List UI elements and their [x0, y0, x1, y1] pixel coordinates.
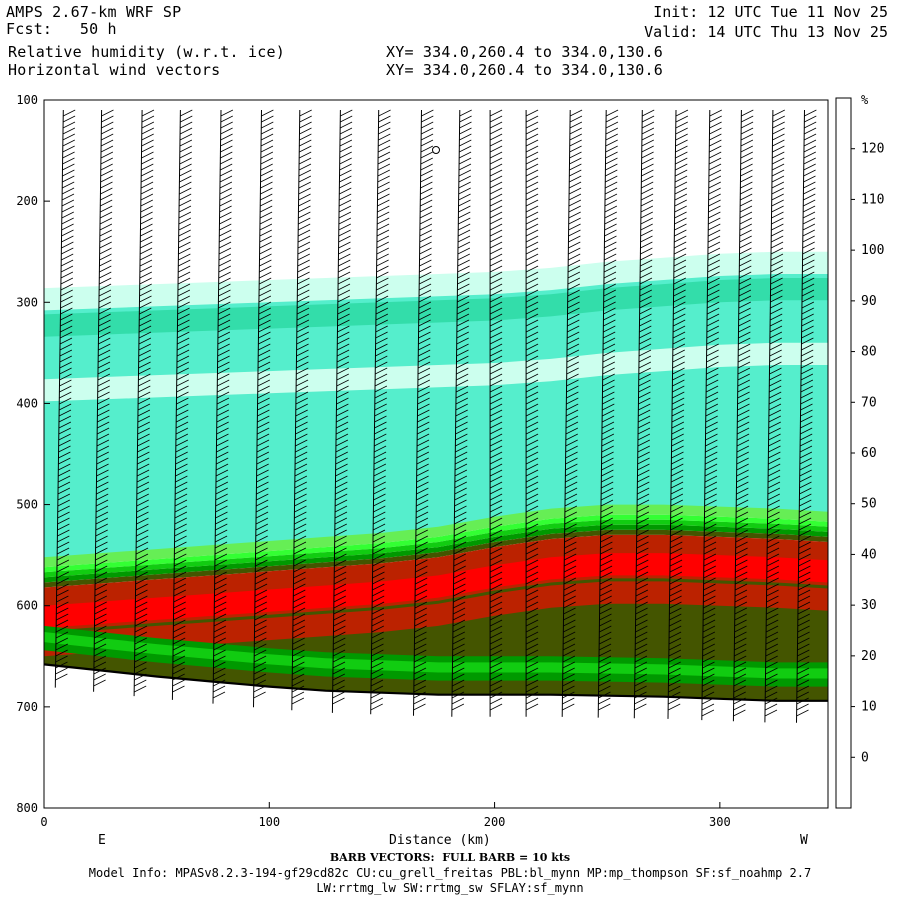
x-tick-label: 0 [40, 815, 47, 829]
colorbar-unit: % [861, 93, 869, 107]
colorbar-tick-label: 70 [861, 395, 877, 410]
x-tick-label: 300 [709, 815, 731, 829]
y-tick-label: 200 [16, 194, 38, 208]
wind-barb-column [331, 109, 353, 713]
wind-barb-column [93, 109, 114, 692]
west-label: W [800, 833, 808, 848]
wind-barb-column [489, 109, 503, 717]
y-tick-label: 700 [16, 700, 38, 714]
x-tick-label: 200 [484, 815, 506, 829]
wind-barb-column [732, 109, 754, 722]
wind-barb-column [667, 109, 689, 719]
wind-barb-column [701, 109, 722, 721]
plot-frame [43, 99, 829, 809]
east-label: E [98, 833, 106, 848]
rh-band-100 [44, 529, 828, 588]
wind-barb-column [525, 109, 539, 717]
model-info-physics: LW:rrtmg_lw SW:rrtmg_sw SFLAY:sf_mynn [316, 881, 584, 895]
wind-barb-column [451, 109, 472, 717]
y-tick-label: 100 [16, 93, 38, 107]
colorbar-tick-label: 50 [861, 497, 877, 512]
rh-band-120-core [44, 553, 828, 628]
wind-barb-column [597, 109, 619, 718]
colorbar-tick-label: 120 [861, 142, 884, 157]
wind-barb-column [171, 109, 193, 700]
colorbar-tick-label: 90 [861, 294, 877, 309]
wind-barb-column [633, 109, 655, 719]
wind-barb-column [370, 109, 391, 715]
x-tick-label: 100 [258, 815, 280, 829]
colorbar-tick-label: 20 [861, 649, 877, 664]
wind-barb-column [253, 109, 274, 708]
y-tick-label: 600 [16, 599, 38, 613]
wind-barb-column [413, 109, 434, 716]
rh-band-30-pocket [44, 342, 828, 402]
colorbar-tick-label: 40 [861, 547, 877, 562]
model-title: AMPS 2.67-km WRF SP [6, 3, 182, 21]
y-tick-label: 800 [16, 801, 38, 815]
calm-wind-marker [432, 146, 440, 154]
colorbar-tick-label: 80 [861, 345, 877, 360]
rh-band-80 [44, 519, 828, 578]
rh-band-80-near-surface [44, 632, 828, 679]
vector-title: Horizontal wind vectors [8, 61, 221, 79]
rh-band-50 [44, 278, 828, 337]
wind-barb-column [54, 109, 76, 688]
wind-barb-column [291, 109, 312, 711]
rh-band-70 [44, 514, 828, 573]
cross-section-coords-2: XY= 334.0,260.4 to 334.0,130.6 [386, 61, 663, 79]
wind-barb-column [212, 109, 234, 704]
valid-time: Valid: 14 UTC Thu 13 Nov 25 [644, 23, 888, 41]
rh-band-60 [44, 504, 828, 568]
y-tick-label: 300 [16, 295, 38, 309]
terrain-surface-line [44, 663, 828, 702]
forecast-hour: Fcst: 50 h [6, 20, 117, 38]
colorbar-tick-label: 30 [861, 598, 877, 613]
colorbar-tick-label: 60 [861, 446, 877, 461]
cross-section-coords-1: XY= 334.0,260.4 to 334.0,130.6 [386, 43, 663, 61]
wind-barb-column [764, 109, 785, 723]
x-axis-title: Distance (km) [389, 833, 491, 848]
init-time: Init: 12 UTC Tue 11 Nov 25 [653, 3, 888, 21]
barb-legend: BARB VECTORS: FULL BARB = 10 kts [329, 851, 571, 864]
model-info: Model Info: MPASv8.2.3-194-gf29cd82c CU:… [88, 866, 812, 880]
wind-barb-column [133, 109, 155, 697]
wind-barb-column [561, 109, 583, 717]
y-tick-label: 500 [16, 498, 38, 512]
below-ground-area [44, 664, 828, 808]
colorbar-tick-label: 10 [861, 700, 877, 715]
colorbar-tick-label: 100 [861, 243, 884, 258]
wind-barb-column [796, 109, 817, 723]
rh-band-110-lower [44, 581, 828, 657]
rh-band-40 [44, 274, 828, 562]
rh-band-90 [44, 524, 828, 583]
y-tick-label: 400 [16, 396, 38, 410]
colorbar-tick-label: 110 [861, 192, 884, 207]
colorbar-tick-label: 0 [861, 750, 869, 765]
field-title: Relative humidity (w.r.t. ice) [8, 43, 285, 61]
